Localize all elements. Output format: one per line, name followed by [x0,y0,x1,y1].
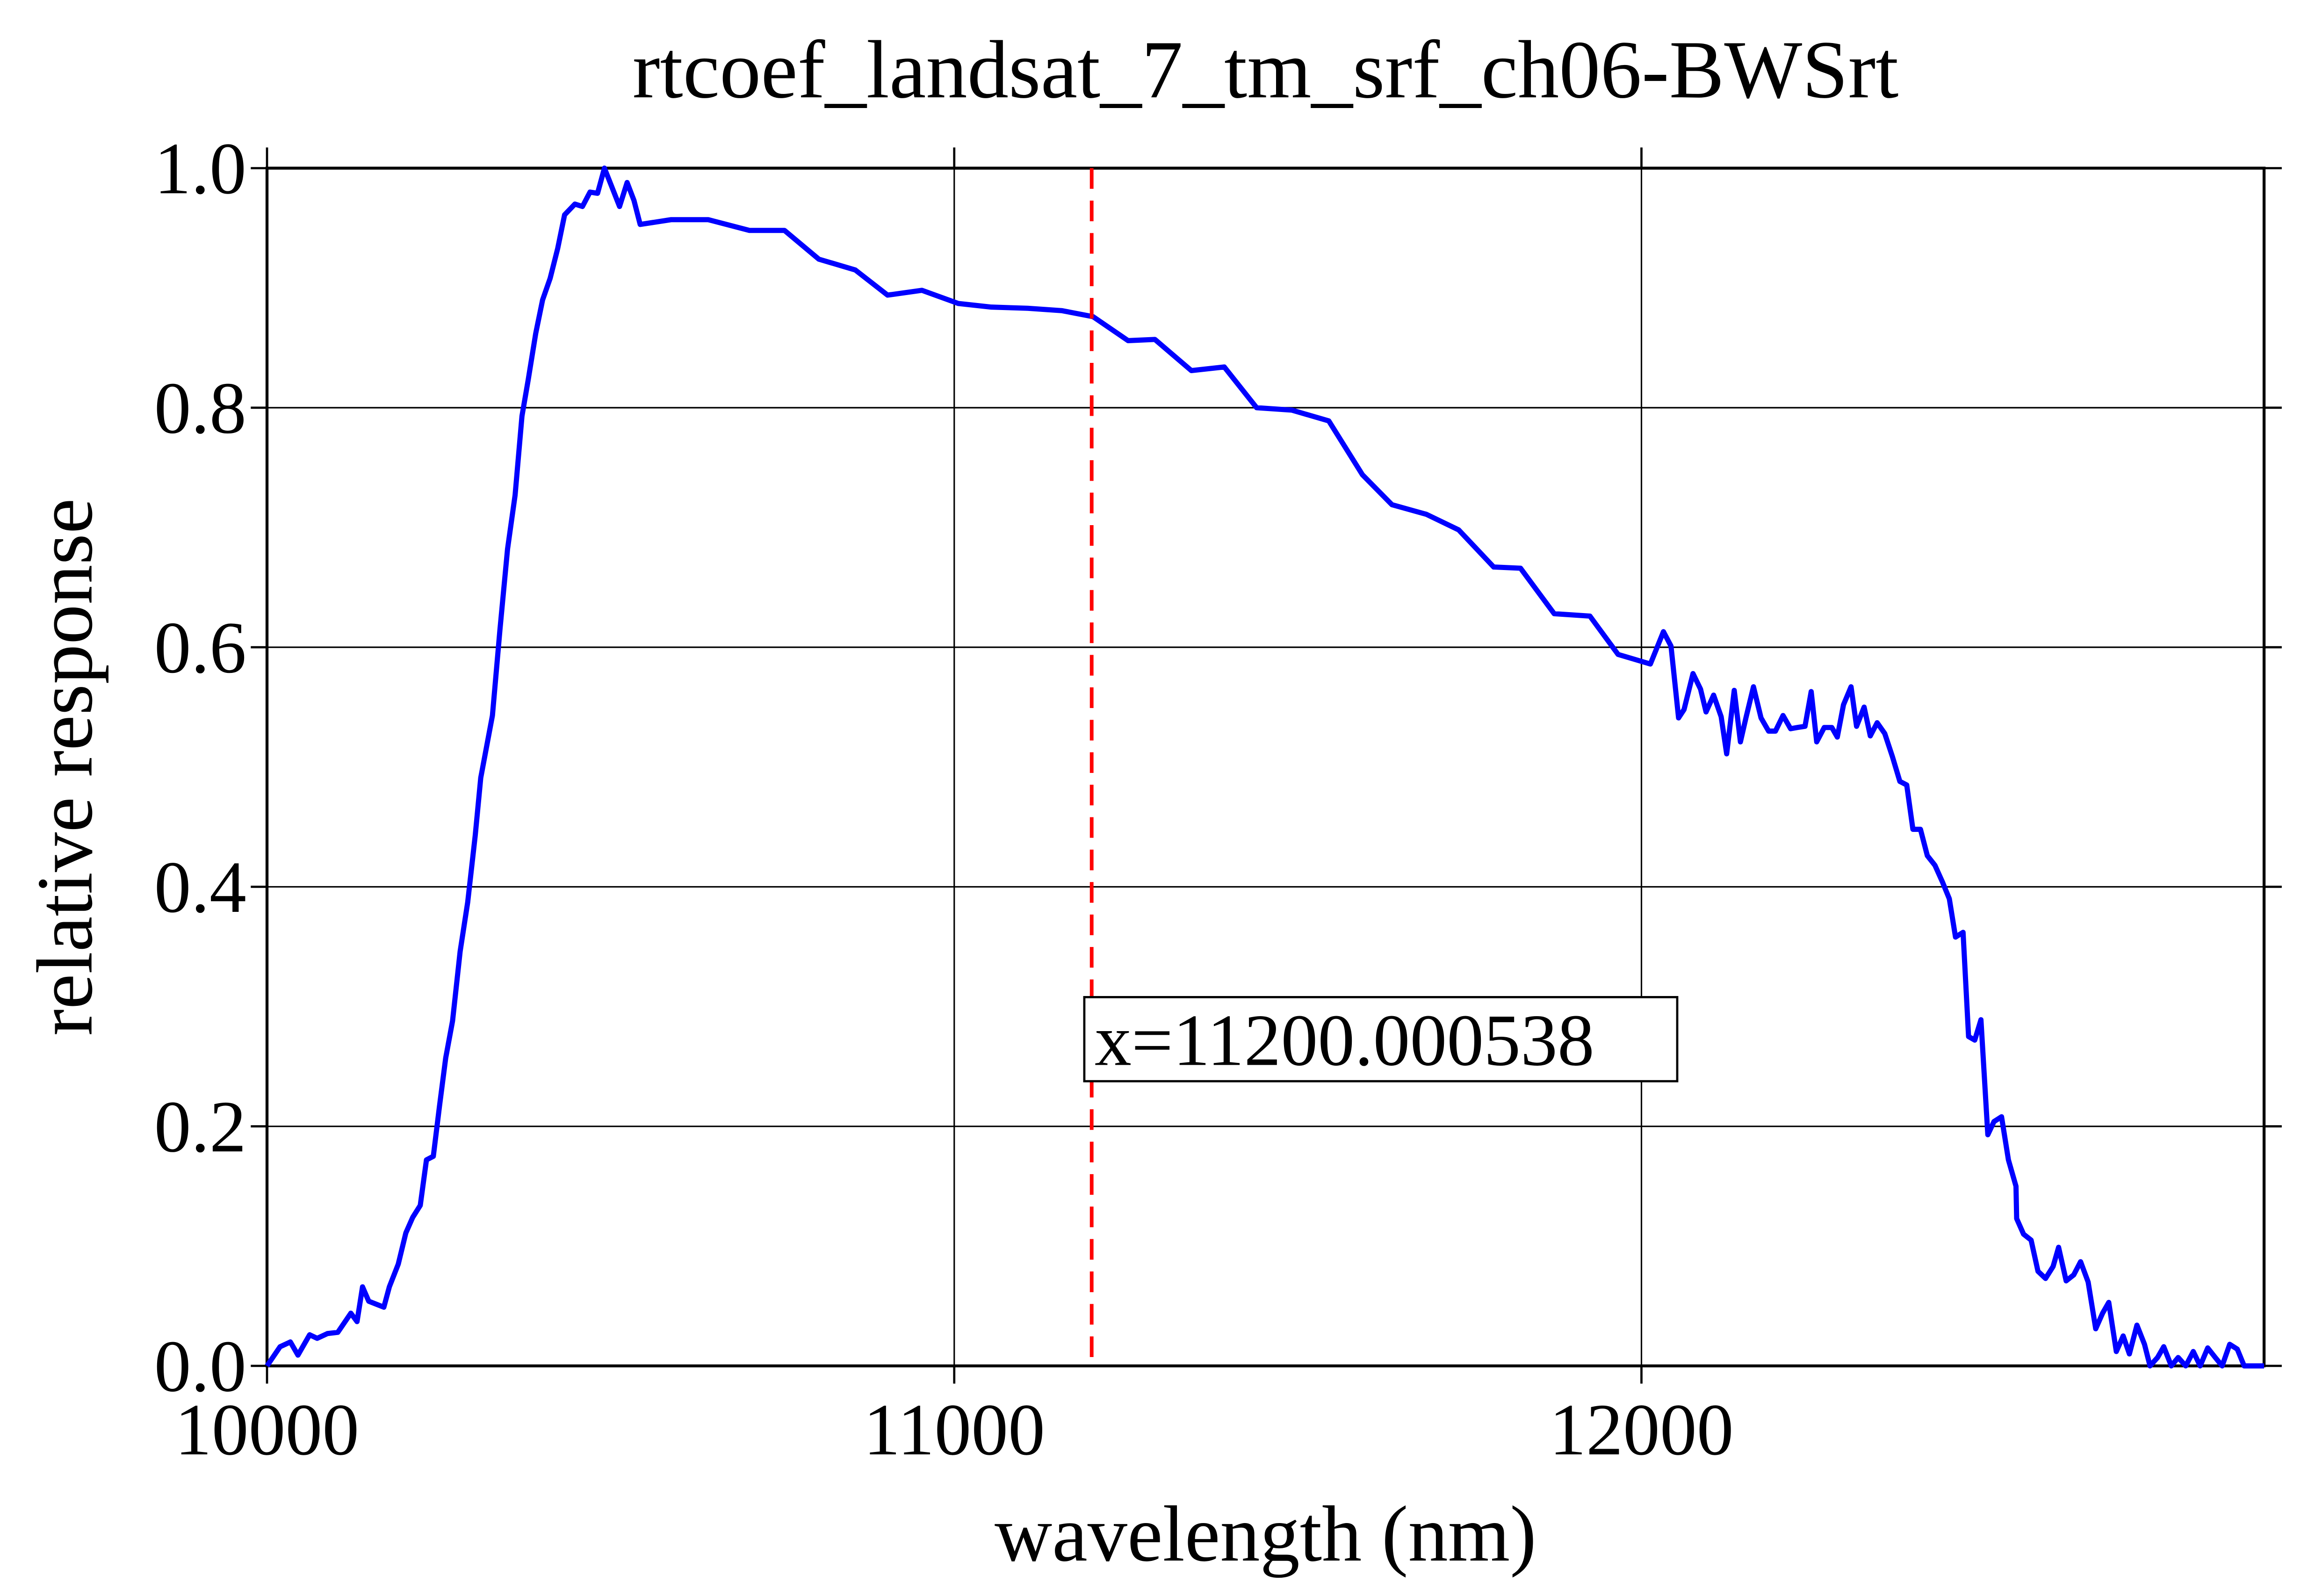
x-tick-label: 11000 [864,1389,1045,1471]
y-tick-label: 0.6 [154,607,246,689]
plot-frame [265,166,2266,1368]
y-tick-label: 0.4 [154,846,246,928]
y-axis-label: relative response [21,498,109,1036]
data-line [265,166,2265,1369]
annotation-box [1083,996,1679,1083]
x-axis-label: wavelength (nm) [995,1489,1536,1578]
x-tick-label: 12000 [1549,1389,1733,1471]
annotation: x=11200.000538 [1095,999,1594,1081]
y-tick-label: 0.8 [154,367,246,449]
y-tick-label: 1.0 [154,128,246,209]
chart-title: rtcoef_landsat_7_tm_srf_ch06-BWSrt [633,24,1899,116]
x-tick-label: 10000 [175,1389,359,1471]
y-tick-label: 0.2 [154,1086,246,1168]
y-tick-label: 0.0 [154,1326,246,1408]
